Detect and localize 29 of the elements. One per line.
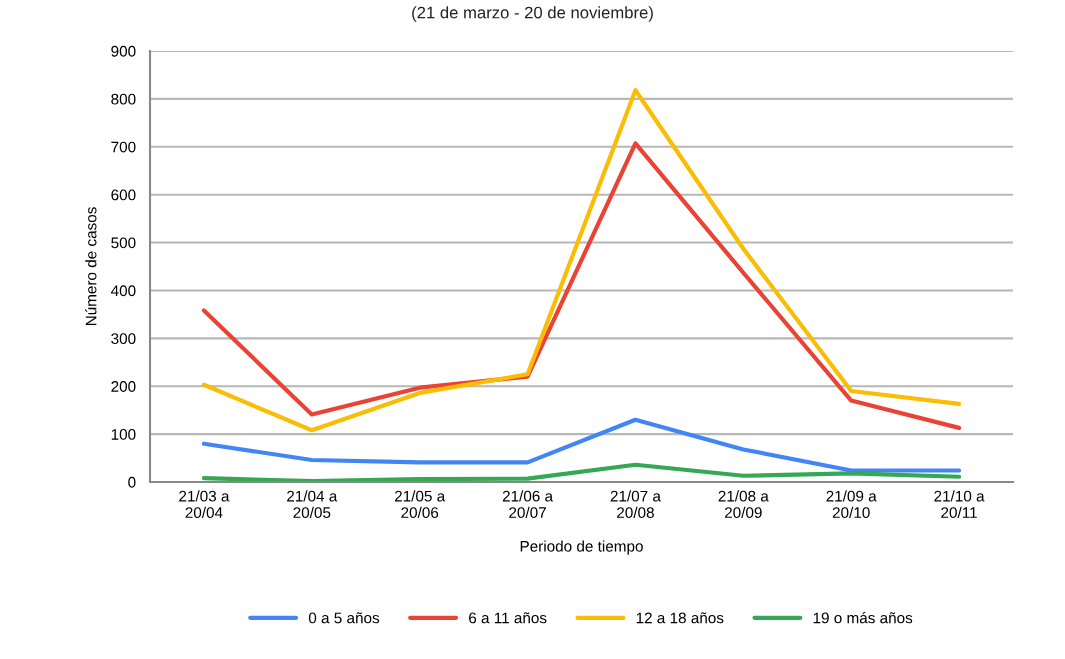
legend-label: 19 o más años <box>813 611 913 624</box>
x-tick-label: 21/05 a 20/06 <box>394 490 446 519</box>
x-axis-title: Periodo de tiempo <box>520 540 643 555</box>
y-tick-label: 0 <box>128 476 136 488</box>
line-series <box>201 417 962 473</box>
y-tick-label: 300 <box>111 333 136 345</box>
line-series <box>201 88 962 433</box>
y-tick-label: 200 <box>111 381 136 392</box>
y-tick-label: 400 <box>110 285 136 297</box>
y-tick-label: 900 <box>111 45 136 57</box>
x-tick-label: 21/03 a 20/04 <box>179 490 230 519</box>
y-tick-label: 700 <box>111 141 136 153</box>
x-tick-label: 21/10 a 20/11 <box>934 490 985 519</box>
legend-label: 12 a 18 años <box>636 612 724 624</box>
x-tick-label: 21/04 a 20/05 <box>287 490 338 519</box>
legend-label: 6 a 11 años <box>469 612 547 624</box>
y-tick-label: 500 <box>111 237 136 249</box>
x-tick-label: 21/08 a 20/09 <box>718 490 769 519</box>
x-tick-label: 21/06 a 20/07 <box>502 490 554 519</box>
line-series <box>201 141 962 430</box>
x-tick-label: 21/07 a 20/08 <box>610 490 661 519</box>
x-tick-label: 21/09 a 20/10 <box>826 490 877 519</box>
y-tick-label: 600 <box>111 189 136 201</box>
line-series <box>201 462 962 482</box>
chart-subtitle: (21 de marzo - 20 de noviembre) <box>412 6 653 22</box>
y-axis-title: Número de casos <box>85 207 97 326</box>
y-tick-label: 800 <box>111 93 136 105</box>
y-tick-label: 100 <box>111 428 136 440</box>
legend-label: 0 a 5 años <box>308 612 380 624</box>
